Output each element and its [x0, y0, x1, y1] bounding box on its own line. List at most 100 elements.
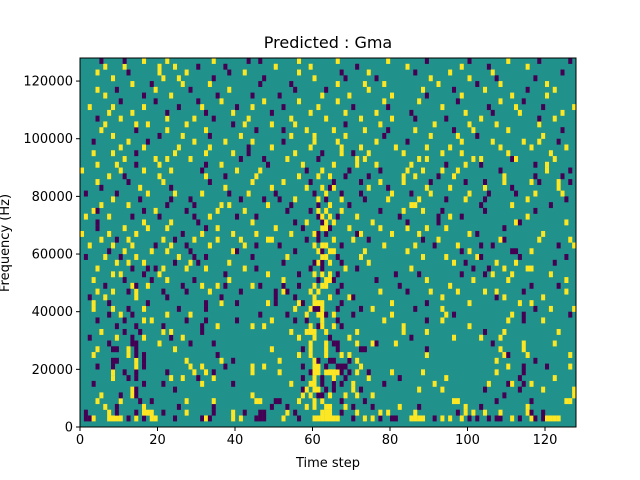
heatmap-cell	[312, 403, 317, 410]
heatmap-cell	[173, 190, 178, 197]
heatmap-cell	[494, 259, 499, 266]
heatmap-cell	[99, 392, 104, 399]
heatmap-cell	[118, 144, 123, 151]
heatmap-cell	[506, 127, 511, 134]
heatmap-cell	[548, 271, 553, 278]
heatmap-cell	[436, 219, 441, 226]
heatmap-cell	[374, 161, 379, 168]
heatmap-cell	[366, 259, 371, 266]
heatmap-cell	[486, 104, 491, 111]
heatmap-cell	[281, 415, 286, 422]
heatmap-cell	[300, 392, 305, 399]
heatmap-cell	[521, 317, 526, 324]
heatmap-cell	[452, 86, 457, 93]
heatmap-cell	[223, 282, 228, 289]
heatmap-cell	[455, 167, 460, 174]
heatmap-cell	[324, 415, 329, 422]
heatmap-cell	[312, 138, 317, 145]
heatmap-cell	[366, 375, 371, 382]
heatmap-cell	[331, 386, 336, 393]
heatmap-cell	[417, 415, 422, 422]
x-tick-label: 20	[149, 433, 166, 448]
heatmap-cell	[285, 254, 290, 260]
heatmap-cell	[235, 167, 240, 174]
heatmap-cell	[223, 363, 228, 370]
heatmap-cell	[122, 317, 127, 324]
heatmap-cell	[130, 311, 135, 318]
heatmap-cell	[211, 115, 216, 122]
heatmap-cell	[293, 409, 298, 416]
heatmap-cell	[331, 184, 336, 191]
heatmap-cell	[281, 288, 286, 295]
heatmap-cell	[316, 248, 321, 255]
heatmap-cell	[479, 115, 484, 122]
heatmap-cell	[138, 184, 143, 191]
heatmap-cell	[382, 81, 387, 87]
heatmap-cell	[312, 230, 317, 237]
heatmap-cell	[362, 196, 367, 203]
heatmap-cell	[459, 415, 464, 422]
heatmap-cell	[130, 242, 135, 249]
heatmap-cell	[533, 357, 538, 364]
heatmap-cell	[335, 58, 340, 64]
heatmap-cell	[300, 375, 305, 382]
heatmap-cell	[297, 271, 302, 278]
heatmap-cell	[328, 357, 333, 364]
heatmap-cell	[293, 248, 298, 255]
heatmap-cell	[297, 334, 302, 341]
heatmap-cell	[506, 58, 511, 64]
heatmap-cell	[366, 184, 371, 191]
heatmap-cell	[324, 277, 329, 284]
heatmap-cell	[347, 334, 352, 341]
heatmap-cell	[111, 363, 116, 370]
heatmap-cell	[149, 248, 154, 255]
heatmap-cell	[339, 207, 344, 214]
heatmap-cell	[165, 248, 170, 255]
heatmap-cell	[134, 294, 139, 301]
heatmap-cell	[312, 190, 317, 197]
heatmap-cell	[165, 277, 170, 284]
heatmap-cell	[556, 179, 561, 185]
heatmap-cell	[366, 86, 371, 93]
heatmap-cell	[324, 369, 329, 376]
heatmap-cell	[273, 190, 278, 197]
heatmap-cell	[343, 109, 348, 116]
heatmap-cell	[184, 121, 189, 128]
heatmap-cell	[490, 69, 495, 76]
heatmap-cell	[142, 380, 147, 387]
heatmap-cell	[176, 144, 181, 151]
heatmap-cell	[285, 207, 290, 214]
heatmap-cell	[525, 409, 530, 416]
heatmap-cell	[176, 403, 181, 410]
heatmap-cell	[355, 230, 360, 237]
heatmap-cell	[200, 104, 205, 111]
heatmap-cell	[281, 259, 286, 266]
heatmap-cell	[304, 219, 309, 226]
heatmap-cell	[351, 380, 356, 387]
heatmap-cell	[335, 305, 340, 312]
heatmap-cell	[250, 92, 255, 99]
heatmap-cell	[273, 294, 278, 301]
heatmap-cell	[169, 334, 174, 341]
heatmap-cell	[533, 415, 538, 422]
heatmap-cell	[215, 236, 220, 243]
heatmap-cell	[254, 173, 259, 180]
heatmap-cell	[459, 63, 464, 70]
heatmap-cell	[467, 75, 472, 82]
heatmap-cell	[312, 300, 317, 307]
heatmap-cell	[324, 363, 329, 370]
heatmap-cell	[339, 190, 344, 197]
heatmap-cell	[297, 398, 302, 405]
heatmap-cell	[142, 415, 147, 422]
heatmap-cell	[157, 340, 162, 347]
heatmap-cell	[335, 340, 340, 347]
heatmap-cell	[533, 305, 538, 312]
heatmap-cell	[142, 271, 147, 278]
heatmap-cell	[188, 259, 193, 266]
heatmap-cell	[390, 230, 395, 237]
heatmap-cell	[328, 259, 333, 266]
heatmap-cell	[169, 184, 174, 191]
heatmap-cell	[355, 213, 360, 220]
heatmap-cell	[223, 184, 228, 191]
heatmap-cell	[541, 294, 546, 301]
